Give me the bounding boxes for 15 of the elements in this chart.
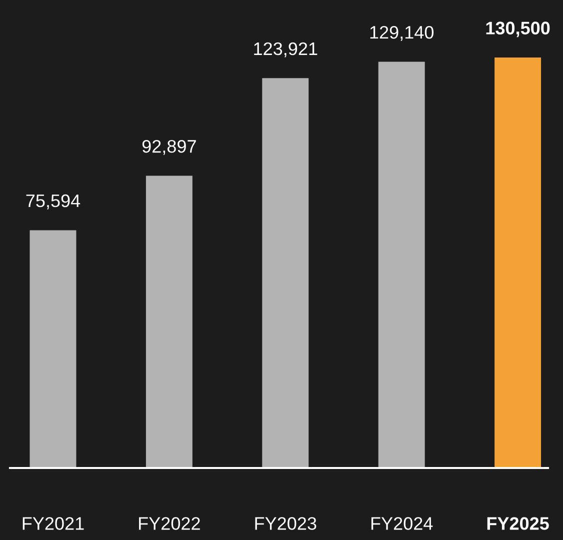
x-tick-label: FY2023 <box>255 517 316 530</box>
x-tick-label: FY2025 <box>487 517 549 530</box>
data-label: 123,921 <box>254 42 318 58</box>
x-tick-label: FY2022 <box>139 517 200 530</box>
data-label: 130,500 <box>486 22 550 38</box>
bar <box>30 230 76 468</box>
x-tick-label: FY2024 <box>371 517 433 530</box>
data-label: 75,594 <box>26 194 80 210</box>
data-label: 129,140 <box>370 26 434 41</box>
bar <box>378 62 425 468</box>
bar <box>494 57 542 468</box>
data-label: 92,897 <box>142 140 196 155</box>
bar <box>146 176 192 468</box>
bar <box>262 78 309 468</box>
x-tick-label: FY2021 <box>22 517 84 530</box>
